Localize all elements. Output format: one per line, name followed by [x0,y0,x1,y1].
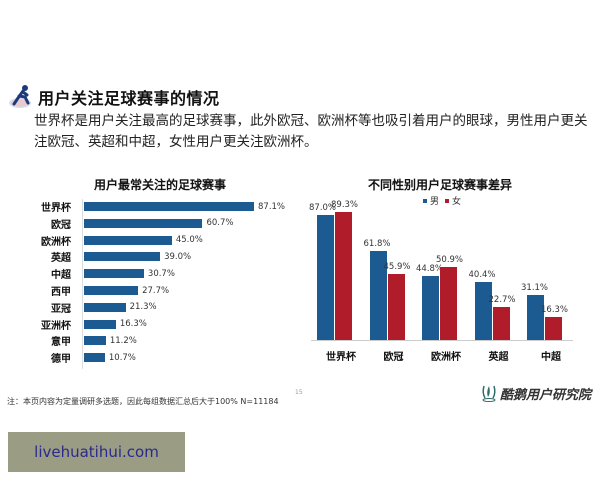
page-title: 用户关注足球赛事的情况 [38,89,220,108]
category-label: 英超 [51,253,71,265]
runner-icon [8,84,34,110]
bar-row: 德甲 10.7% [20,349,136,366]
bar-row: 欧洲杯 45.0% [20,232,203,249]
bar-group: 31.1% 16.3% 中超 [521,176,577,376]
value-label: 45.0% [175,235,203,246]
category-label: 亚洲杯 [41,320,71,332]
bar-row: 西甲 27.7% [20,282,169,299]
value-label: 27.7% [142,285,170,296]
category-label: 德甲 [51,354,71,366]
legend-item-male: 男 [423,194,439,207]
category-label: 中超 [541,352,561,363]
bar-male [527,295,544,340]
category-label: 西甲 [51,287,71,298]
brand-logo: 酷鹅用户研究院 [481,383,591,403]
value-label: 40.4% [468,270,496,281]
value-label: 31.1% [521,283,549,294]
category-label: 亚冠 [51,303,71,315]
bar-group: 44.8% 50.9% 欧洲杯 [416,176,472,376]
bar-row: 中超 30.7% [20,265,175,282]
bar-female [387,274,405,340]
chart-title: 用户最常关注的足球赛事 [93,178,226,192]
bar-row: 亚冠 21.3% [20,299,157,316]
chart-title: 不同性别用户足球赛事差异 [367,178,512,192]
bar-female [492,307,510,340]
value-label: 87.0% [309,203,337,214]
bar [84,302,126,312]
bar [84,235,172,245]
value-label: 50.9% [436,255,464,266]
page-number: 15 [295,389,303,396]
legend-swatch-male [423,198,427,203]
gender-diff-chart: 不同性别用户足球赛事差异 男 女 87.0% 89.3% 世界杯 61.8% 45.9%… [305,176,595,376]
category-label: 中超 [51,270,71,282]
value-label: 10.7% [108,352,136,363]
category-label: 世界杯 [41,203,71,214]
bar-row: 世界杯 87.1% [20,198,285,215]
value-label: 61.8% [363,239,391,250]
bar [84,319,116,329]
value-label: 44.8% [416,263,444,274]
bar-female [335,212,352,340]
bar-row: 意甲 11.2% [20,332,137,349]
value-label: 60.7% [206,218,234,229]
bar-row: 英超 39.0% [20,248,191,265]
legend-item-female: 女 [445,194,461,207]
watermark-banner: livehuatihui.com [8,432,185,472]
bar-row: 欧冠 60.7% [20,215,233,232]
value-label: 87.1% [258,201,286,212]
value-label: 11.2% [109,335,137,346]
page-header: 用户关注足球赛事的情况 [8,84,220,110]
penguin-logo-icon [481,383,497,403]
x-axis-line [311,340,573,341]
bar-male [317,215,334,340]
bar-group: 87.0% 89.3% 世界杯 [309,176,367,376]
bar [84,353,105,363]
footnote: 注：本页内容为定量调研多选题，因此每组数据汇总后大于100% N=11184 [7,397,279,406]
bar [84,202,254,211]
value-label: 89.3% [331,200,359,210]
category-label: 欧冠 [51,219,71,231]
value-label: 16.3% [541,304,569,315]
category-label: 欧洲杯 [41,236,71,248]
bar-group: 61.8% 45.9% 欧冠 [364,176,420,376]
value-label: 45.9% [383,262,411,273]
value-label: 39.0% [164,251,192,262]
value-label: 16.3% [119,319,147,330]
bar-row: 亚洲杯 16.3% [20,316,147,333]
legend-label: 男 [430,197,440,207]
category-label: 意甲 [51,337,71,349]
bar [84,218,203,228]
summary-text: 世界杯是用户关注最高的足球赛事，此外欧冠、欧洲杯等也吸引着用户的眼球，男性用户更… [34,113,588,150]
bar-male [422,275,439,340]
watermark-text: livehuatihui.com [34,443,159,461]
bar [84,286,139,295]
category-label: 欧洲杯 [431,352,461,363]
brand-name: 酷鹅用户研究院 [500,387,592,403]
category-label: 英超 [488,352,509,363]
top-events-chart: 用户最常关注的足球赛事 世界杯 87.1% 欧冠 60.7% 欧洲杯 45.0% 英超 39.… [20,176,300,369]
category-label: 世界杯 [326,352,356,363]
value-label: 22.7% [488,295,516,306]
bar-female [440,267,457,340]
legend-swatch-female [445,198,450,203]
category-axis [82,199,83,369]
bar-male [369,251,387,340]
chart-legend: 男 女 [423,194,467,207]
category-label: 欧冠 [383,352,404,363]
bar [84,269,144,279]
bar-group: 40.4% 22.7% 英超 [469,176,525,376]
bar-male [474,282,492,340]
bar-female [545,316,562,340]
legend-label: 女 [452,197,462,207]
bar [84,336,106,346]
value-label: 21.3% [129,302,157,313]
bar [84,252,161,262]
value-label: 30.7% [147,268,175,279]
